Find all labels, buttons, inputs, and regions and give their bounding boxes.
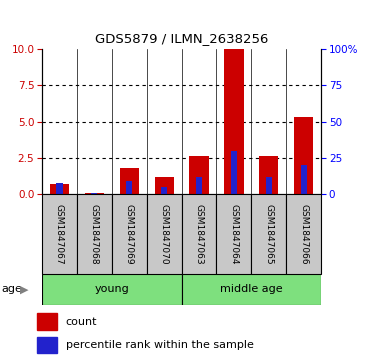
FancyBboxPatch shape (251, 194, 286, 274)
Text: GSM1847067: GSM1847067 (55, 204, 64, 265)
Text: percentile rank within the sample: percentile rank within the sample (66, 340, 254, 350)
Text: ▶: ▶ (20, 285, 28, 294)
FancyBboxPatch shape (112, 194, 147, 274)
Bar (120, 168, 139, 194)
Bar (91, 193, 97, 194)
Bar (224, 49, 243, 194)
Bar (231, 151, 237, 194)
Bar (50, 184, 69, 194)
Text: GSM1847068: GSM1847068 (90, 204, 99, 265)
Bar (56, 183, 62, 194)
Text: GSM1847070: GSM1847070 (160, 204, 169, 265)
Text: age: age (2, 285, 23, 294)
Bar (266, 177, 272, 194)
FancyBboxPatch shape (77, 194, 112, 274)
Bar (294, 117, 313, 194)
FancyBboxPatch shape (286, 194, 321, 274)
FancyBboxPatch shape (216, 194, 251, 274)
FancyBboxPatch shape (147, 194, 181, 274)
Bar (154, 177, 174, 194)
Bar (37, 337, 57, 354)
Text: count: count (66, 317, 97, 327)
Bar (37, 313, 57, 330)
Text: GSM1847063: GSM1847063 (195, 204, 204, 265)
Text: young: young (95, 285, 129, 294)
Text: GSM1847065: GSM1847065 (264, 204, 273, 265)
Text: GSM1847066: GSM1847066 (299, 204, 308, 265)
Bar (259, 156, 278, 194)
Bar (189, 156, 209, 194)
Bar (301, 165, 307, 194)
Bar (85, 193, 104, 194)
Text: middle age: middle age (220, 285, 283, 294)
FancyBboxPatch shape (181, 274, 321, 305)
Bar (126, 181, 132, 194)
Text: GSM1847069: GSM1847069 (125, 204, 134, 265)
Title: GDS5879 / ILMN_2638256: GDS5879 / ILMN_2638256 (95, 32, 268, 45)
FancyBboxPatch shape (42, 274, 181, 305)
Bar (196, 177, 202, 194)
FancyBboxPatch shape (181, 194, 216, 274)
Text: GSM1847064: GSM1847064 (230, 204, 238, 264)
FancyBboxPatch shape (42, 194, 77, 274)
Bar (161, 187, 167, 194)
